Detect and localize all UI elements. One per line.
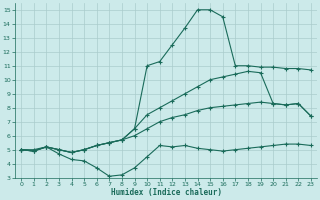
X-axis label: Humidex (Indice chaleur): Humidex (Indice chaleur) — [110, 188, 221, 197]
